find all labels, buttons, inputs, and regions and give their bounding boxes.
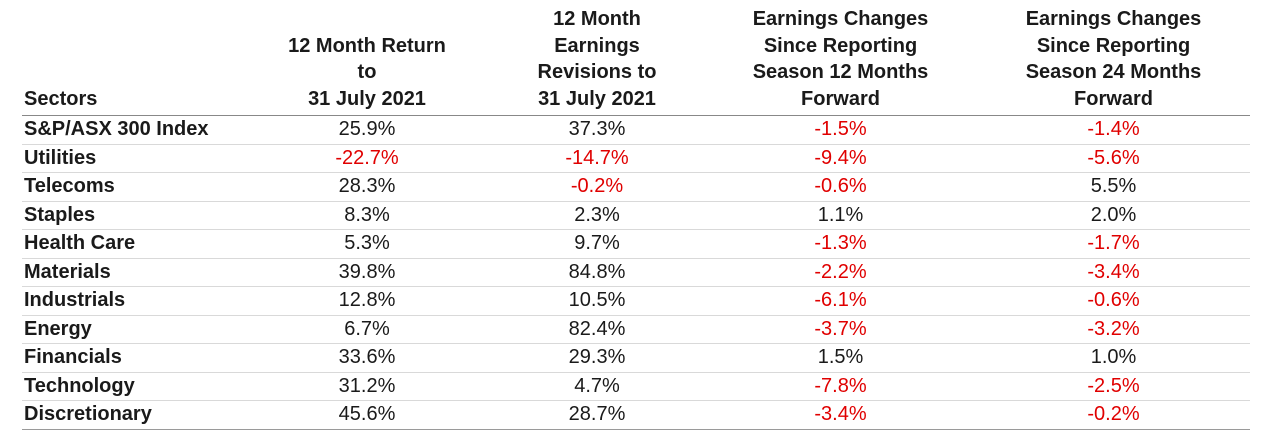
table-row: Staples 8.3% 2.3% 1.1% 2.0%: [22, 201, 1250, 230]
table-header: Sectors 12 Month Return to 31 July 2021 12…: [22, 6, 1250, 116]
table-row: Industrials 12.8% 10.5% -6.1% -0.6%: [22, 286, 1250, 316]
revisions-12m-cell: 82.4%: [490, 315, 704, 344]
change-24m-forward-cell: -0.2%: [977, 400, 1250, 430]
revisions-12m-cell: 9.7%: [490, 229, 704, 259]
change-24m-forward-cell: -1.7%: [977, 229, 1250, 259]
return-12m-cell: 28.3%: [244, 172, 490, 202]
change-12m-forward-cell: -1.3%: [704, 229, 977, 259]
sector-cell: Health Care: [22, 229, 244, 259]
return-12m-cell: 25.9%: [244, 115, 490, 145]
change-24m-forward-cell: -3.2%: [977, 315, 1250, 344]
header-row: Sectors 12 Month Return to 31 July 2021 12…: [22, 6, 1250, 116]
revisions-12m-cell: 4.7%: [490, 372, 704, 401]
return-12m-cell: 12.8%: [244, 286, 490, 316]
revisions-12m-cell: 28.7%: [490, 400, 704, 430]
table-row: Financials 33.6% 29.3% 1.5% 1.0%: [22, 343, 1250, 373]
sector-cell: Discretionary: [22, 400, 244, 430]
sector-cell: Telecoms: [22, 172, 244, 202]
header-sectors: Sectors: [22, 6, 244, 116]
revisions-12m-cell: 10.5%: [490, 286, 704, 316]
change-24m-forward-cell: -2.5%: [977, 372, 1250, 401]
sector-cell: Utilities: [22, 144, 244, 173]
change-12m-forward-cell: -0.6%: [704, 172, 977, 202]
change-12m-forward-cell: -3.7%: [704, 315, 977, 344]
table-row: Discretionary 45.6% 28.7% -3.4% -0.2%: [22, 400, 1250, 430]
change-12m-forward-cell: -9.4%: [704, 144, 977, 173]
revisions-12m-cell: -0.2%: [490, 172, 704, 202]
table-row: Energy 6.7% 82.4% -3.7% -3.2%: [22, 315, 1250, 344]
sector-cell: Industrials: [22, 286, 244, 316]
change-24m-forward-cell: -0.6%: [977, 286, 1250, 316]
sector-earnings-table: Sectors 12 Month Return to 31 July 2021 12…: [22, 6, 1250, 430]
change-12m-forward-cell: 1.1%: [704, 201, 977, 230]
revisions-12m-cell: 84.8%: [490, 258, 704, 287]
table-row: S&P/ASX 300 Index 25.9% 37.3% -1.5% -1.4%: [22, 115, 1250, 145]
return-12m-cell: 39.8%: [244, 258, 490, 287]
sector-cell: Staples: [22, 201, 244, 230]
revisions-12m-cell: 2.3%: [490, 201, 704, 230]
return-12m-cell: 31.2%: [244, 372, 490, 401]
sector-cell: Materials: [22, 258, 244, 287]
revisions-12m-cell: 37.3%: [490, 115, 704, 145]
change-12m-forward-cell: -6.1%: [704, 286, 977, 316]
table-row: Materials 39.8% 84.8% -2.2% -3.4%: [22, 258, 1250, 287]
sector-cell: Financials: [22, 343, 244, 373]
revisions-12m-cell: 29.3%: [490, 343, 704, 373]
sector-cell: Energy: [22, 315, 244, 344]
table-row: Utilities -22.7% -14.7% -9.4% -5.6%: [22, 144, 1250, 173]
table-body: S&P/ASX 300 Index 25.9% 37.3% -1.5% -1.4% Uti…: [22, 115, 1250, 430]
change-24m-forward-cell: 2.0%: [977, 201, 1250, 230]
sector-cell: S&P/ASX 300 Index: [22, 115, 244, 145]
return-12m-cell: 45.6%: [244, 400, 490, 430]
sector-earnings-table-container: Sectors 12 Month Return to 31 July 2021 12…: [22, 6, 1250, 430]
change-24m-forward-cell: -1.4%: [977, 115, 1250, 145]
change-12m-forward-cell: 1.5%: [704, 343, 977, 373]
return-12m-cell: 33.6%: [244, 343, 490, 373]
header-12m-revisions: 12 Month Earnings Revisions to 31 July 2021: [490, 6, 704, 116]
revisions-12m-cell: -14.7%: [490, 144, 704, 173]
return-12m-cell: 8.3%: [244, 201, 490, 230]
change-24m-forward-cell: -5.6%: [977, 144, 1250, 173]
change-24m-forward-cell: -3.4%: [977, 258, 1250, 287]
change-12m-forward-cell: -2.2%: [704, 258, 977, 287]
table-row: Health Care 5.3% 9.7% -1.3% -1.7%: [22, 229, 1250, 259]
return-12m-cell: -22.7%: [244, 144, 490, 173]
header-changes-12m-forward: Earnings Changes Since Reporting Season 12…: [704, 6, 977, 116]
sector-cell: Technology: [22, 372, 244, 401]
change-12m-forward-cell: -3.4%: [704, 400, 977, 430]
return-12m-cell: 5.3%: [244, 229, 490, 259]
header-12m-return: 12 Month Return to 31 July 2021: [244, 6, 490, 116]
change-12m-forward-cell: -1.5%: [704, 115, 977, 145]
change-12m-forward-cell: -7.8%: [704, 372, 977, 401]
change-24m-forward-cell: 1.0%: [977, 343, 1250, 373]
table-row: Telecoms 28.3% -0.2% -0.6% 5.5%: [22, 172, 1250, 202]
table-row: Technology 31.2% 4.7% -7.8% -2.5%: [22, 372, 1250, 401]
return-12m-cell: 6.7%: [244, 315, 490, 344]
header-changes-24m-forward: Earnings Changes Since Reporting Season 24…: [977, 6, 1250, 116]
change-24m-forward-cell: 5.5%: [977, 172, 1250, 202]
